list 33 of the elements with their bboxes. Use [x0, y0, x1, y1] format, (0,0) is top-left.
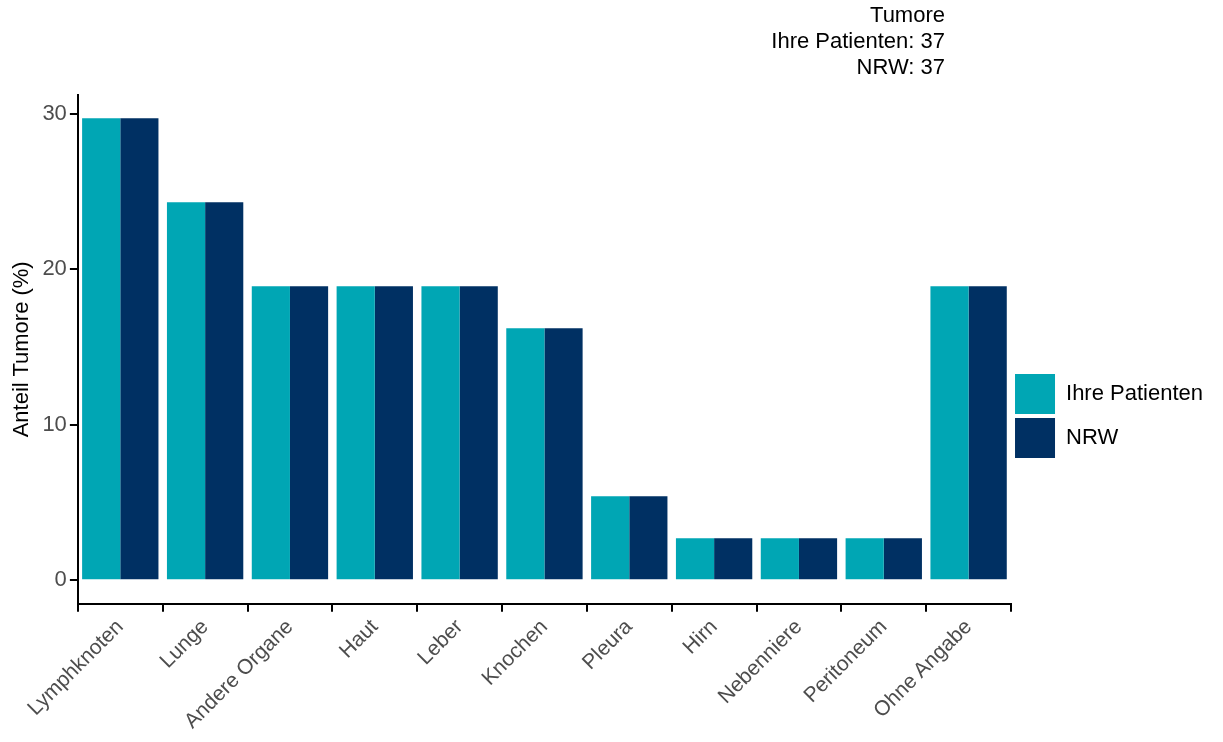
y-tick-label: 0: [54, 566, 67, 592]
bar: [459, 286, 498, 580]
bar: [374, 286, 413, 580]
bar: [82, 118, 121, 580]
bar: [883, 538, 922, 580]
text: NRW: 37: [855, 54, 945, 80]
y-tick-label: 10: [42, 410, 67, 436]
x-tick-label: Hirn: [677, 614, 722, 658]
bar: [930, 286, 969, 580]
legend-label: NRW: [1066, 424, 1119, 450]
bar: [544, 328, 583, 580]
bar: [968, 286, 1007, 580]
bar: [166, 202, 206, 580]
y-axis-title: Anteil Tumore (%): [8, 261, 34, 438]
bar: [421, 286, 460, 580]
y-tick-label: 30: [42, 99, 67, 125]
text: Tumore: [869, 2, 945, 28]
text: Ihre Patienten: 37: [771, 28, 945, 54]
bar: [336, 286, 375, 580]
bar: [591, 496, 630, 580]
bar: [675, 538, 715, 580]
bar: [760, 538, 799, 580]
bar: [506, 328, 545, 580]
bar: [251, 286, 290, 580]
bar: [120, 118, 159, 580]
bar: [629, 496, 668, 580]
y-tick-label: 20: [42, 255, 67, 281]
bar: [714, 538, 753, 580]
legend-label: Ihre Patienten: [1066, 380, 1203, 406]
bar: [205, 202, 244, 580]
bar: [845, 538, 884, 580]
bar: [289, 286, 329, 580]
bar: [798, 538, 838, 580]
